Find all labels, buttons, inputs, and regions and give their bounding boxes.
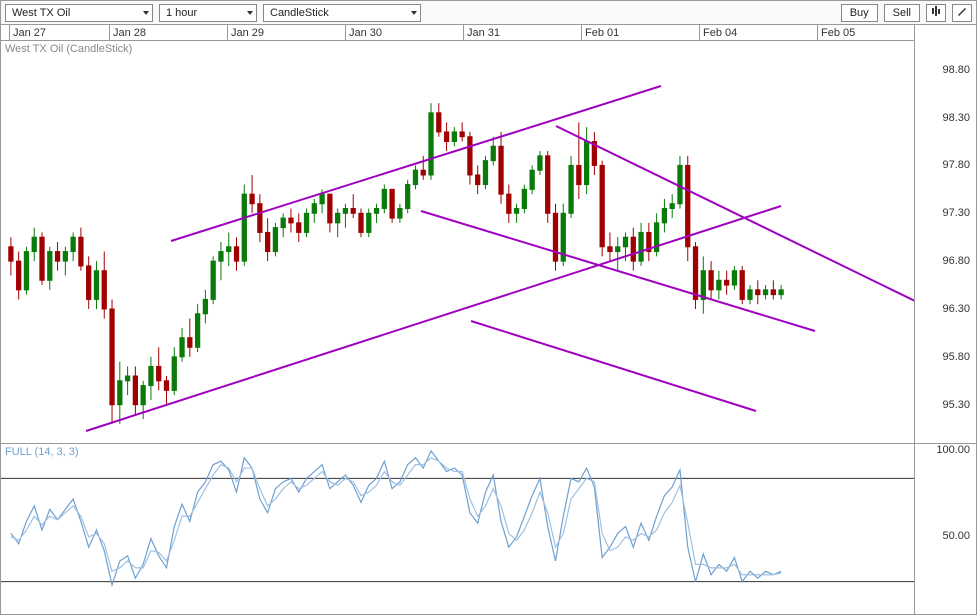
trendline[interactable] — [471, 321, 756, 411]
x-tick-label: Jan 27 — [9, 25, 46, 40]
x-tick-label: Jan 31 — [463, 25, 500, 40]
buy-button[interactable]: Buy — [841, 4, 878, 22]
price-svg — [1, 41, 914, 443]
x-tick-label: Feb 05 — [817, 25, 855, 40]
chevron-down-icon — [411, 11, 417, 15]
y-tick-label: 97.30 — [942, 207, 970, 219]
sell-label: Sell — [893, 7, 911, 19]
x-tick-label: Jan 28 — [109, 25, 146, 40]
stoch-k-line — [11, 451, 781, 585]
y-tick-label: 50.00 — [942, 530, 970, 542]
interval-dropdown[interactable]: 1 hour — [159, 4, 257, 22]
x-tick-label: Feb 01 — [581, 25, 619, 40]
y-tick-label: 95.80 — [942, 351, 970, 363]
stoch-svg — [1, 444, 914, 614]
draw-tools-button[interactable] — [952, 4, 972, 22]
interval-value: 1 hour — [166, 7, 197, 19]
price-pane: Jan 27 Jan 28 Jan 29 Jan 30 Jan 31 Feb 01 Feb … — [1, 25, 976, 443]
trendline[interactable] — [86, 206, 781, 431]
candle-icon — [930, 5, 942, 20]
x-tick-label: Jan 30 — [345, 25, 382, 40]
x-tick-label: Jan 29 — [227, 25, 264, 40]
candle-settings-button[interactable] — [926, 4, 946, 22]
chevron-down-icon — [143, 11, 149, 15]
price-y-axis: 98.80 98.30 97.80 97.30 96.80 96.30 95.80 95.30 — [914, 25, 976, 443]
y-tick-label: 98.30 — [942, 112, 970, 124]
y-tick-label: 98.80 — [942, 64, 970, 76]
chart-area: Jan 27 Jan 28 Jan 29 Jan 30 Jan 31 Feb 01 Feb … — [1, 25, 976, 614]
indicator-pane: FULL (14, 3, 3) 100.00 50.00 — [1, 443, 976, 614]
stoch-y-axis: 100.00 50.00 — [914, 444, 976, 614]
sell-button[interactable]: Sell — [884, 4, 920, 22]
y-tick-label: 95.30 — [942, 399, 970, 411]
pencil-icon — [956, 5, 968, 20]
price-plot[interactable]: West TX Oil (CandleStick) — [1, 41, 914, 443]
chevron-down-icon — [247, 11, 253, 15]
instrument-value: West TX Oil — [12, 7, 70, 19]
chart-type-dropdown[interactable]: CandleStick — [263, 4, 421, 22]
chart-window: West TX Oil 1 hour CandleStick Buy Sell — [0, 0, 977, 615]
instrument-dropdown[interactable]: West TX Oil — [5, 4, 153, 22]
trendline[interactable] — [421, 211, 815, 331]
chart-type-value: CandleStick — [270, 7, 329, 19]
y-tick-label: 96.30 — [942, 303, 970, 315]
y-tick-label: 96.80 — [942, 255, 970, 267]
stoch-plot[interactable]: FULL (14, 3, 3) — [1, 444, 914, 614]
buy-label: Buy — [850, 7, 869, 19]
x-axis: Jan 27 Jan 28 Jan 29 Jan 30 Jan 31 Feb 01 Feb … — [1, 25, 914, 41]
x-tick-label: Feb 04 — [699, 25, 737, 40]
toolbar: West TX Oil 1 hour CandleStick Buy Sell — [1, 1, 976, 25]
y-tick-label: 97.80 — [942, 159, 970, 171]
y-tick-label: 100.00 — [936, 444, 970, 456]
